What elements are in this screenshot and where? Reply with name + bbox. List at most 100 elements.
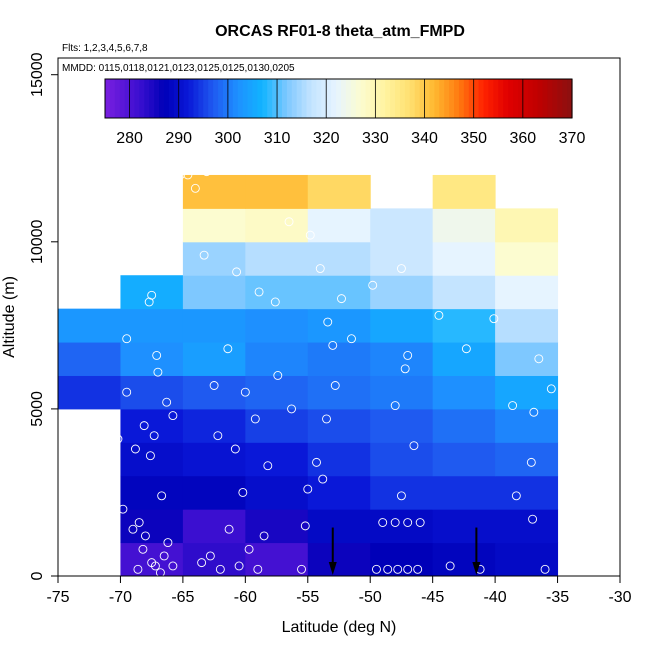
colorbar-segment (296, 79, 303, 118)
colorbar-segment (503, 79, 509, 118)
colorbar-segment (237, 79, 244, 118)
colorbar-segment (109, 79, 116, 118)
y-tick-label: 0 (29, 571, 46, 580)
heatmap-cell (245, 342, 309, 376)
heatmap-cell (495, 275, 559, 310)
colorbar-segment (424, 79, 431, 118)
colorbar-segment (281, 79, 288, 118)
colorbar-segment (537, 79, 544, 118)
heatmap-cell (182, 174, 246, 209)
sample-point (254, 287, 264, 297)
sample-point (287, 404, 296, 414)
heatmap-cell (370, 241, 434, 276)
sample-point (322, 414, 331, 424)
colorbar-segment (449, 79, 455, 118)
heatmap-cell (432, 475, 496, 510)
colorbar-tick-label: 310 (264, 130, 291, 147)
colorbar-segment (203, 79, 209, 118)
colorbar-segment (252, 79, 258, 118)
sample-point (396, 491, 406, 501)
sample-point (263, 461, 273, 471)
colorbar-segment (163, 79, 170, 118)
sample-point (526, 457, 536, 467)
heatmap-cell (58, 308, 121, 343)
sample-point (157, 491, 167, 501)
sample-point (199, 250, 209, 260)
colorbar-segment (468, 79, 475, 118)
colorbar-segment (198, 79, 204, 118)
colorbar-segment (488, 79, 494, 118)
heatmap-cell (307, 509, 371, 544)
colorbar-segment (454, 79, 460, 118)
sample-point (209, 381, 219, 390)
heatmap-cell (182, 475, 246, 510)
sample-point (122, 334, 132, 344)
heatmap-cell (120, 475, 184, 510)
colorbar-segment (532, 79, 539, 118)
sample-point (205, 551, 215, 561)
sample-point (390, 518, 400, 527)
sample-point (347, 334, 356, 344)
sample-point (259, 531, 269, 541)
sample-point (224, 524, 234, 534)
sample-point (546, 384, 556, 394)
sample-point (328, 340, 338, 350)
heatmap-cell (245, 241, 309, 276)
heatmap-cell (182, 509, 246, 544)
colorbar-segment (183, 79, 190, 118)
sample-point (284, 217, 294, 227)
colorbar-segment (409, 79, 416, 118)
heatmap-cell (245, 308, 309, 343)
heatmap-cell (432, 542, 496, 577)
colorbar-segment (458, 79, 465, 118)
colorbar-segment (193, 79, 199, 118)
sample-point (372, 564, 381, 574)
colorbar-segment (311, 79, 317, 118)
colorbar-segment (232, 79, 239, 118)
colorbar-segment (336, 79, 342, 118)
sample-point (234, 561, 244, 571)
x-tick-label: -40 (484, 589, 507, 606)
colorbar-segment (522, 79, 529, 118)
x-tick-label: -70 (109, 589, 132, 606)
colorbar-segment (404, 79, 411, 118)
sample-point (368, 280, 378, 290)
heatmap-cell (495, 408, 559, 443)
colorbar-segment (567, 79, 573, 118)
sample-point (378, 518, 388, 527)
sample-point (162, 397, 172, 407)
x-tick-label: -60 (234, 589, 257, 606)
arrow-head (472, 561, 481, 575)
heatmap-cell (495, 342, 559, 376)
heatmap-cell (495, 241, 559, 276)
colorbar-segment (552, 79, 558, 118)
x-tick-label: -50 (359, 589, 382, 606)
sample-point (270, 297, 280, 307)
sample-point (134, 518, 144, 527)
heatmap-cell (307, 174, 371, 209)
sample-point (81, 558, 90, 568)
colorbar-tick-label: 350 (460, 130, 487, 147)
colorbar-segment (154, 79, 160, 118)
x-axis: -75 -70 -65 -60 -55 -50 -45 -40 -35 -30 (46, 576, 632, 606)
sample-point (461, 344, 471, 354)
heatmap-cell (432, 342, 496, 376)
sample-point (118, 504, 128, 514)
heatmap-cell (245, 208, 309, 243)
sample-point (315, 264, 325, 273)
sample-point (297, 564, 306, 574)
heatmap-cell (370, 475, 434, 510)
sample-point (168, 411, 178, 421)
dates-note: MMDD: 0115,0118,0121,0123,0125,0125,0130… (62, 63, 295, 74)
sample-point (128, 524, 138, 534)
sample-points (74, 163, 556, 578)
heatmap-cell (495, 208, 559, 243)
arrow-markers (328, 527, 481, 575)
heatmap-cell (307, 442, 371, 477)
colorbar-tick-label: 300 (215, 130, 242, 147)
sample-point (159, 551, 169, 561)
colorbar-segment (262, 79, 268, 118)
heatmap-cell (120, 408, 184, 443)
heatmap-cell (495, 475, 559, 510)
